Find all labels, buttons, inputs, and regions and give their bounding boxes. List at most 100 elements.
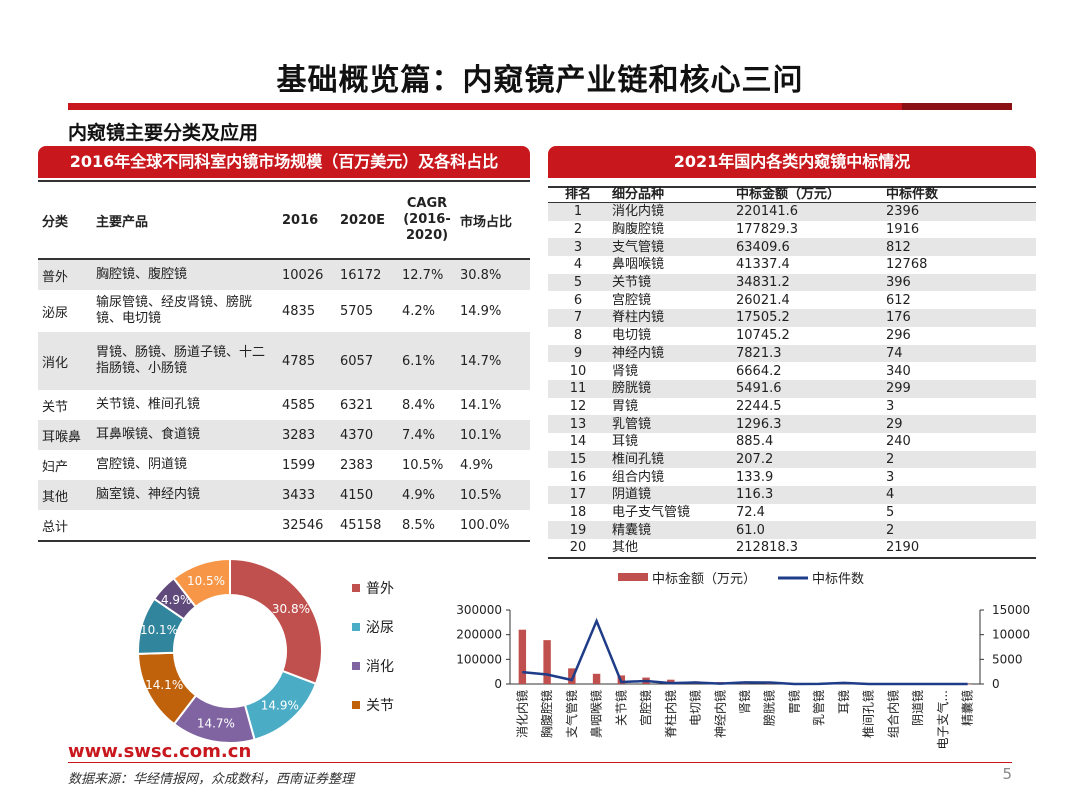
table-cell: 电切镜	[612, 328, 652, 344]
legend-item: 消化	[352, 656, 394, 676]
table-cell: 4	[882, 486, 1036, 504]
table-cell: 12768	[886, 257, 928, 273]
table-cell: 妇产	[42, 459, 69, 475]
table-cell: 10.5%	[402, 457, 444, 473]
table-row: 11 膀胱镜 5491.6 299	[548, 379, 1036, 398]
table-cell: 176	[882, 309, 1036, 327]
table-row: 15 椎间孔镜 207.2 2	[548, 450, 1036, 469]
donut-chart: 30.8% 14.9% 14.7% 14.1% 10.1% 4.9% 10.5%	[137, 557, 323, 744]
table-header-row: 分类 主要产品 2016 2020E CAGR (2016-2020) 市场占比	[38, 180, 530, 260]
table-cell: 6321	[340, 397, 374, 413]
table-cell: 207.2	[732, 450, 882, 469]
donut-legend: 普外 泌尿 消化 关节	[352, 578, 394, 715]
legend-label: 关节	[366, 698, 394, 714]
table-cell: 2	[882, 450, 1036, 469]
table-cell: 26021.4	[736, 292, 790, 308]
x-tick-label: 膀胱镜	[762, 690, 777, 726]
table-cell: 其他	[608, 539, 732, 559]
table-cell: 2244.5	[736, 398, 782, 414]
table-cell: 胃镜	[612, 398, 639, 414]
table-cell: 输尿管镜、经皮肾镜、膀胱镜、电切镜	[96, 295, 253, 326]
table-cell: 胸腔镜、腹腔镜	[92, 259, 278, 290]
x-tick-label: 耳镜	[836, 690, 851, 714]
bid-table: 排名 细分品种 中标金额（万元） 中标件数 1 消化内镜 220141.6 2396 2…	[548, 186, 1036, 559]
table-row: 其他 脑室镜、神经内镜 3433 4150 4.9% 10.5%	[38, 480, 530, 510]
y-tick-label: 0	[992, 677, 1000, 691]
table-cell: 812	[882, 238, 1036, 257]
x-tick-label: 关节镜	[613, 690, 628, 726]
table-cell: 7821.3	[732, 344, 882, 363]
table-row: 12 胃镜 2244.5 3	[548, 398, 1036, 416]
table-cell: 19	[548, 521, 608, 540]
table-cell: 10026	[278, 259, 336, 290]
footer-url[interactable]: www.swsc.com.cn	[68, 741, 252, 762]
col-header: 分类	[38, 180, 92, 260]
table-cell: 精囊镜	[608, 521, 732, 540]
left-table-banner: 2016年全球不同科室内镜市场规模（百万美元）及各科占比	[38, 146, 530, 178]
table-cell: 关节	[42, 399, 69, 415]
col-header: 中标金额（万元）	[732, 186, 882, 203]
table-cell: 296	[886, 328, 911, 344]
table-row: 耳喉鼻 耳鼻喉镜、食道镜 3283 4370 7.4% 10.1%	[38, 420, 530, 450]
table-cell: 116.3	[732, 486, 882, 504]
table-cell: 18	[569, 505, 587, 521]
table-row: 关节 关节镜、椎间孔镜 4585 6321 8.4% 14.1%	[38, 390, 530, 420]
legend-label: 消化	[366, 659, 394, 675]
donut-slice	[172, 557, 231, 609]
x-tick-label: 精囊镜	[960, 690, 975, 726]
donut-data-label: 14.7%	[197, 717, 235, 731]
table-cell: 3	[886, 469, 895, 485]
table-cell: 177829.3	[736, 222, 799, 238]
table-cell: 10	[569, 363, 587, 379]
table-cell: 5705	[340, 303, 374, 319]
y-tick-label: 15000	[992, 603, 1030, 617]
table-cell: 4585	[282, 397, 316, 413]
col-header: 细分品种	[608, 186, 732, 203]
table-cell: 电子支气管镜	[612, 505, 691, 521]
table-cell: 32546	[278, 510, 336, 542]
table-cell: 16	[569, 469, 587, 485]
table-cell: 299	[882, 379, 1036, 398]
table-cell: 6	[573, 292, 583, 308]
y-tick-label: 5000	[992, 652, 1023, 666]
bar	[518, 629, 527, 684]
series-line	[522, 617, 968, 686]
legend-item: 泌尿	[352, 617, 394, 637]
page-number: 5	[1002, 765, 1012, 783]
table-cell: 3	[886, 398, 895, 414]
legend-swatch	[618, 573, 648, 581]
y-tick-label: 0	[494, 677, 502, 691]
table-cell: 5	[886, 505, 895, 521]
table-cell: 脑室镜、神经内镜	[92, 480, 278, 510]
table-cell: 133.9	[736, 469, 774, 485]
table-row: 泌尿 输尿管镜、经皮肾镜、膀胱镜、电切镜 4835 5705 4.2% 14.9%	[38, 290, 530, 332]
legend-label: 泌尿	[366, 620, 394, 636]
table-cell: 2	[882, 521, 1036, 540]
title-underline-accent	[902, 103, 1012, 110]
table-row: 14 耳镜 885.4 240	[548, 433, 1036, 451]
table-row: 13 乳管镜 1296.3 29	[548, 415, 1036, 433]
table-cell: 4.9%	[460, 457, 494, 473]
legend-swatch	[352, 584, 360, 592]
col-header: 市场占比	[456, 180, 530, 260]
donut-data-label: 10.1%	[140, 623, 178, 637]
table-cell: 8	[573, 328, 583, 344]
donut-data-label: 14.9%	[261, 699, 299, 713]
table-cell: 5	[548, 273, 608, 292]
table-row: 2 胸腹腔镜 177829.3 1916	[548, 221, 1036, 239]
page-title: 基础概览篇：内窥镜产业链和核心三问	[276, 63, 804, 98]
x-tick-label: 胸腹腔镜	[539, 690, 554, 738]
donut-data-label: 14.1%	[145, 678, 183, 692]
x-tick-label: 宫腔镜	[638, 690, 653, 726]
table-cell: 396	[882, 273, 1036, 292]
table-cell: 关节镜	[608, 273, 732, 292]
table-cell: 3433	[278, 480, 336, 510]
table-cell: 2383	[340, 457, 374, 473]
x-tick-label: 脊柱内镜	[663, 690, 678, 738]
table-cell: 15	[548, 450, 608, 469]
legend-swatch	[352, 623, 360, 631]
table-cell: 1	[548, 202, 608, 221]
table-cell: 脊柱内镜	[608, 309, 732, 327]
table-cell: 胃镜、肠镜、肠道子镜、十二指肠镜、小肠镜	[92, 332, 278, 390]
x-tick-label: 神经内镜	[712, 690, 727, 738]
